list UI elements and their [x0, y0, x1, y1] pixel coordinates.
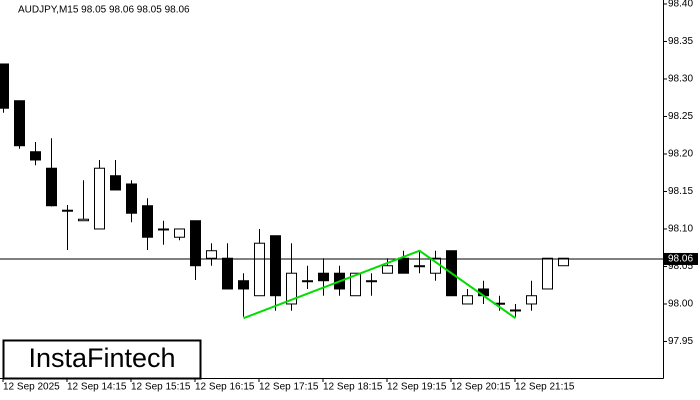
- candle-body: [510, 309, 521, 312]
- pattern-line: [243, 249, 517, 320]
- candle-body: [366, 280, 377, 283]
- candle-body: [238, 280, 249, 290]
- y-tick-label: 98.10: [668, 224, 693, 235]
- x-tick-label: 12 Sep 14:15: [67, 382, 127, 393]
- x-tick-label: 12 Sep 2025: [3, 382, 60, 393]
- candle-body: [142, 205, 153, 238]
- y-tick-label: 98.25: [668, 111, 693, 122]
- candle-body: [30, 151, 41, 161]
- watermark-box: [2, 339, 202, 380]
- x-tick-label: 12 Sep 19:15: [387, 382, 447, 393]
- candle-body: [526, 295, 537, 305]
- candle-body: [254, 242, 265, 297]
- candle-body: [414, 265, 425, 268]
- candle-body: [0, 63, 9, 109]
- candle-body: [382, 265, 393, 274]
- candle-body: [222, 257, 233, 290]
- candle-body: [398, 257, 409, 274]
- last-price-box: [664, 252, 698, 265]
- candle-body: [94, 167, 105, 230]
- y-tick-label: 98.40: [668, 0, 693, 10]
- candle-body: [542, 257, 553, 290]
- watermark: InstaFintech: [28, 343, 175, 373]
- candle-body: [190, 220, 201, 267]
- candle-body: [318, 272, 329, 282]
- candle-body: [558, 257, 569, 267]
- y-tick-label: 97.95: [668, 336, 693, 347]
- last-price-label: 98.06: [668, 254, 693, 265]
- x-tick-label: 12 Sep 20:15: [451, 382, 511, 393]
- candle-body: [62, 209, 73, 212]
- y-tick-label: 98.05: [668, 261, 693, 272]
- y-tick-label: 98.20: [668, 149, 693, 160]
- candle-body: [158, 228, 169, 231]
- candle-body: [462, 295, 473, 305]
- candle-body: [270, 235, 281, 297]
- candle-body: [78, 218, 89, 222]
- x-tick-label: 12 Sep 18:15: [323, 382, 383, 393]
- candle-body: [286, 272, 297, 305]
- candle-body: [110, 175, 121, 191]
- y-tick-label: 98.15: [668, 186, 693, 197]
- y-tick-label: 98.30: [668, 74, 693, 85]
- chart-title: AUDJPY,M15 98.05 98.06 98.05 98.06: [18, 5, 190, 16]
- x-tick-label: 12 Sep 15:15: [131, 382, 191, 393]
- candle-body: [46, 167, 57, 207]
- y-tick-label: 98.00: [668, 299, 693, 310]
- candle-body: [350, 272, 361, 297]
- candle-body: [174, 228, 185, 238]
- candle-body: [206, 250, 217, 259]
- x-tick-label: 12 Sep 16:15: [195, 382, 255, 393]
- candle-body: [126, 183, 137, 214]
- x-tick-label: 12 Sep 17:15: [259, 382, 319, 393]
- candle-body: [302, 280, 313, 283]
- x-tick-label: 12 Sep 21:15: [515, 382, 575, 393]
- y-tick-label: 98.35: [668, 36, 693, 47]
- candle-body: [14, 100, 25, 147]
